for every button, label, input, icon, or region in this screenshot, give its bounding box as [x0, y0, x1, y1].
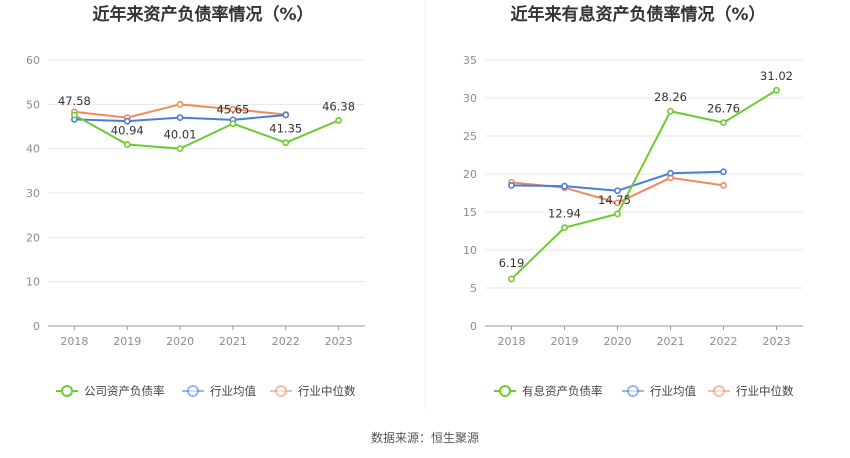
data-point-0 — [667, 107, 674, 115]
legend-item-2: 行业中位数 — [708, 384, 794, 398]
legend-item-0: 有息资产负债率 — [494, 384, 603, 398]
interest-bearing-debt-ratio-chart: 近年来有息资产负债率情况（%） 0 5 10 15 20 25 30 35 2018 2019 202… — [463, 4, 803, 398]
data-point-2 — [614, 199, 621, 207]
x-tick-label: 2018 — [60, 335, 88, 348]
x-tick-label: 2021 — [657, 335, 685, 348]
data-label: 46.38 — [322, 99, 355, 113]
y-tick-label: 40 — [26, 143, 40, 156]
x-tick-label: 2018 — [498, 335, 526, 348]
data-point-0 — [71, 111, 78, 119]
data-label: 6.19 — [499, 256, 525, 270]
data-point-1 — [176, 114, 184, 122]
data-point-0 — [561, 224, 568, 232]
y-tick-label: 20 — [463, 168, 477, 181]
y-tick-label: 10 — [26, 276, 40, 289]
legend-item-1: 行业均值 — [622, 384, 696, 398]
data-point-0 — [614, 210, 621, 218]
data-point-1 — [123, 117, 131, 125]
data-point-1 — [614, 187, 621, 195]
y-tick-label: 0 — [470, 320, 477, 333]
data-source-note: 数据来源：恒生聚源 — [371, 430, 479, 445]
data-point-1 — [508, 181, 515, 189]
legend-item-0: 公司资产负债率 — [56, 384, 165, 398]
data-point-1 — [561, 182, 568, 190]
data-point-0 — [123, 141, 131, 148]
data-point-1 — [667, 169, 674, 177]
y-tick-label: 15 — [463, 206, 477, 219]
legend-marker — [275, 385, 287, 397]
data-label: 40.01 — [164, 128, 197, 142]
data-point-0 — [176, 145, 184, 153]
data-label: 14.75 — [598, 193, 631, 207]
x-tick-label: 2021 — [219, 335, 247, 348]
data-point-0 — [335, 116, 342, 124]
data-label: 28.26 — [654, 90, 687, 104]
y-tick-label: 0 — [33, 320, 40, 333]
legend-label: 行业中位数 — [298, 384, 356, 398]
legend-label: 有息资产负债率 — [522, 384, 603, 398]
debt-ratio-chart: 近年来资产负债率情况（%） 0 10 20 30 40 50 60 2018 2019 2020 20… — [26, 4, 365, 398]
data-label: 12.94 — [548, 207, 581, 221]
data-label: 40.94 — [111, 123, 144, 137]
legend-marker — [187, 385, 199, 397]
series-line-0 — [73, 114, 339, 150]
y-tick-label: 5 — [470, 282, 477, 295]
data-label: 26.76 — [707, 102, 740, 116]
y-tick-label: 10 — [463, 244, 477, 257]
x-tick-label: 2019 — [551, 335, 579, 348]
y-tick-label: 20 — [26, 231, 40, 244]
legend-marker — [627, 385, 639, 397]
data-point-0 — [229, 120, 237, 128]
legend-label: 行业均值 — [210, 384, 256, 398]
x-tick-label: 2023 — [763, 335, 791, 348]
data-label: 45.65 — [216, 103, 249, 117]
data-point-0 — [282, 139, 290, 147]
legend-label: 行业均值 — [650, 384, 696, 398]
x-tick-label: 2022 — [710, 335, 738, 348]
data-point-1 — [282, 111, 290, 119]
y-tick-label: 50 — [26, 98, 40, 111]
y-tick-label: 60 — [26, 54, 40, 67]
x-tick-label: 2023 — [325, 335, 353, 348]
legend-marker — [713, 385, 725, 397]
data-label: 47.58 — [58, 94, 91, 108]
x-tick-label: 2020 — [166, 335, 194, 348]
legend-label: 公司资产负债率 — [84, 384, 165, 398]
y-tick-label: 30 — [463, 92, 477, 105]
data-point-1 — [720, 168, 727, 176]
x-tick-label: 2022 — [272, 335, 300, 348]
x-tick-label: 2019 — [113, 335, 141, 348]
data-point-0 — [720, 119, 727, 127]
series-line-0 — [510, 89, 778, 280]
data-point-2 — [720, 181, 727, 189]
data-label: 31.02 — [760, 69, 793, 83]
y-tick-label: 25 — [463, 130, 477, 143]
y-tick-label: 30 — [26, 187, 40, 200]
data-label: 41.35 — [269, 122, 302, 136]
legend-label: 行业中位数 — [736, 384, 794, 398]
legend-marker — [61, 385, 73, 397]
data-point-0 — [773, 86, 780, 94]
chart-title: 近年来有息资产负债率情况（%） — [510, 4, 765, 25]
chart-title: 近年来资产负债率情况（%） — [92, 4, 313, 25]
data-point-2 — [176, 100, 184, 108]
x-tick-label: 2020 — [604, 335, 632, 348]
data-point-2 — [229, 105, 237, 113]
legend-item-1: 行业均值 — [182, 384, 256, 398]
legend-item-2: 行业中位数 — [270, 384, 356, 398]
legend-marker — [499, 385, 511, 397]
y-tick-label: 35 — [463, 54, 477, 67]
data-point-0 — [508, 275, 515, 283]
